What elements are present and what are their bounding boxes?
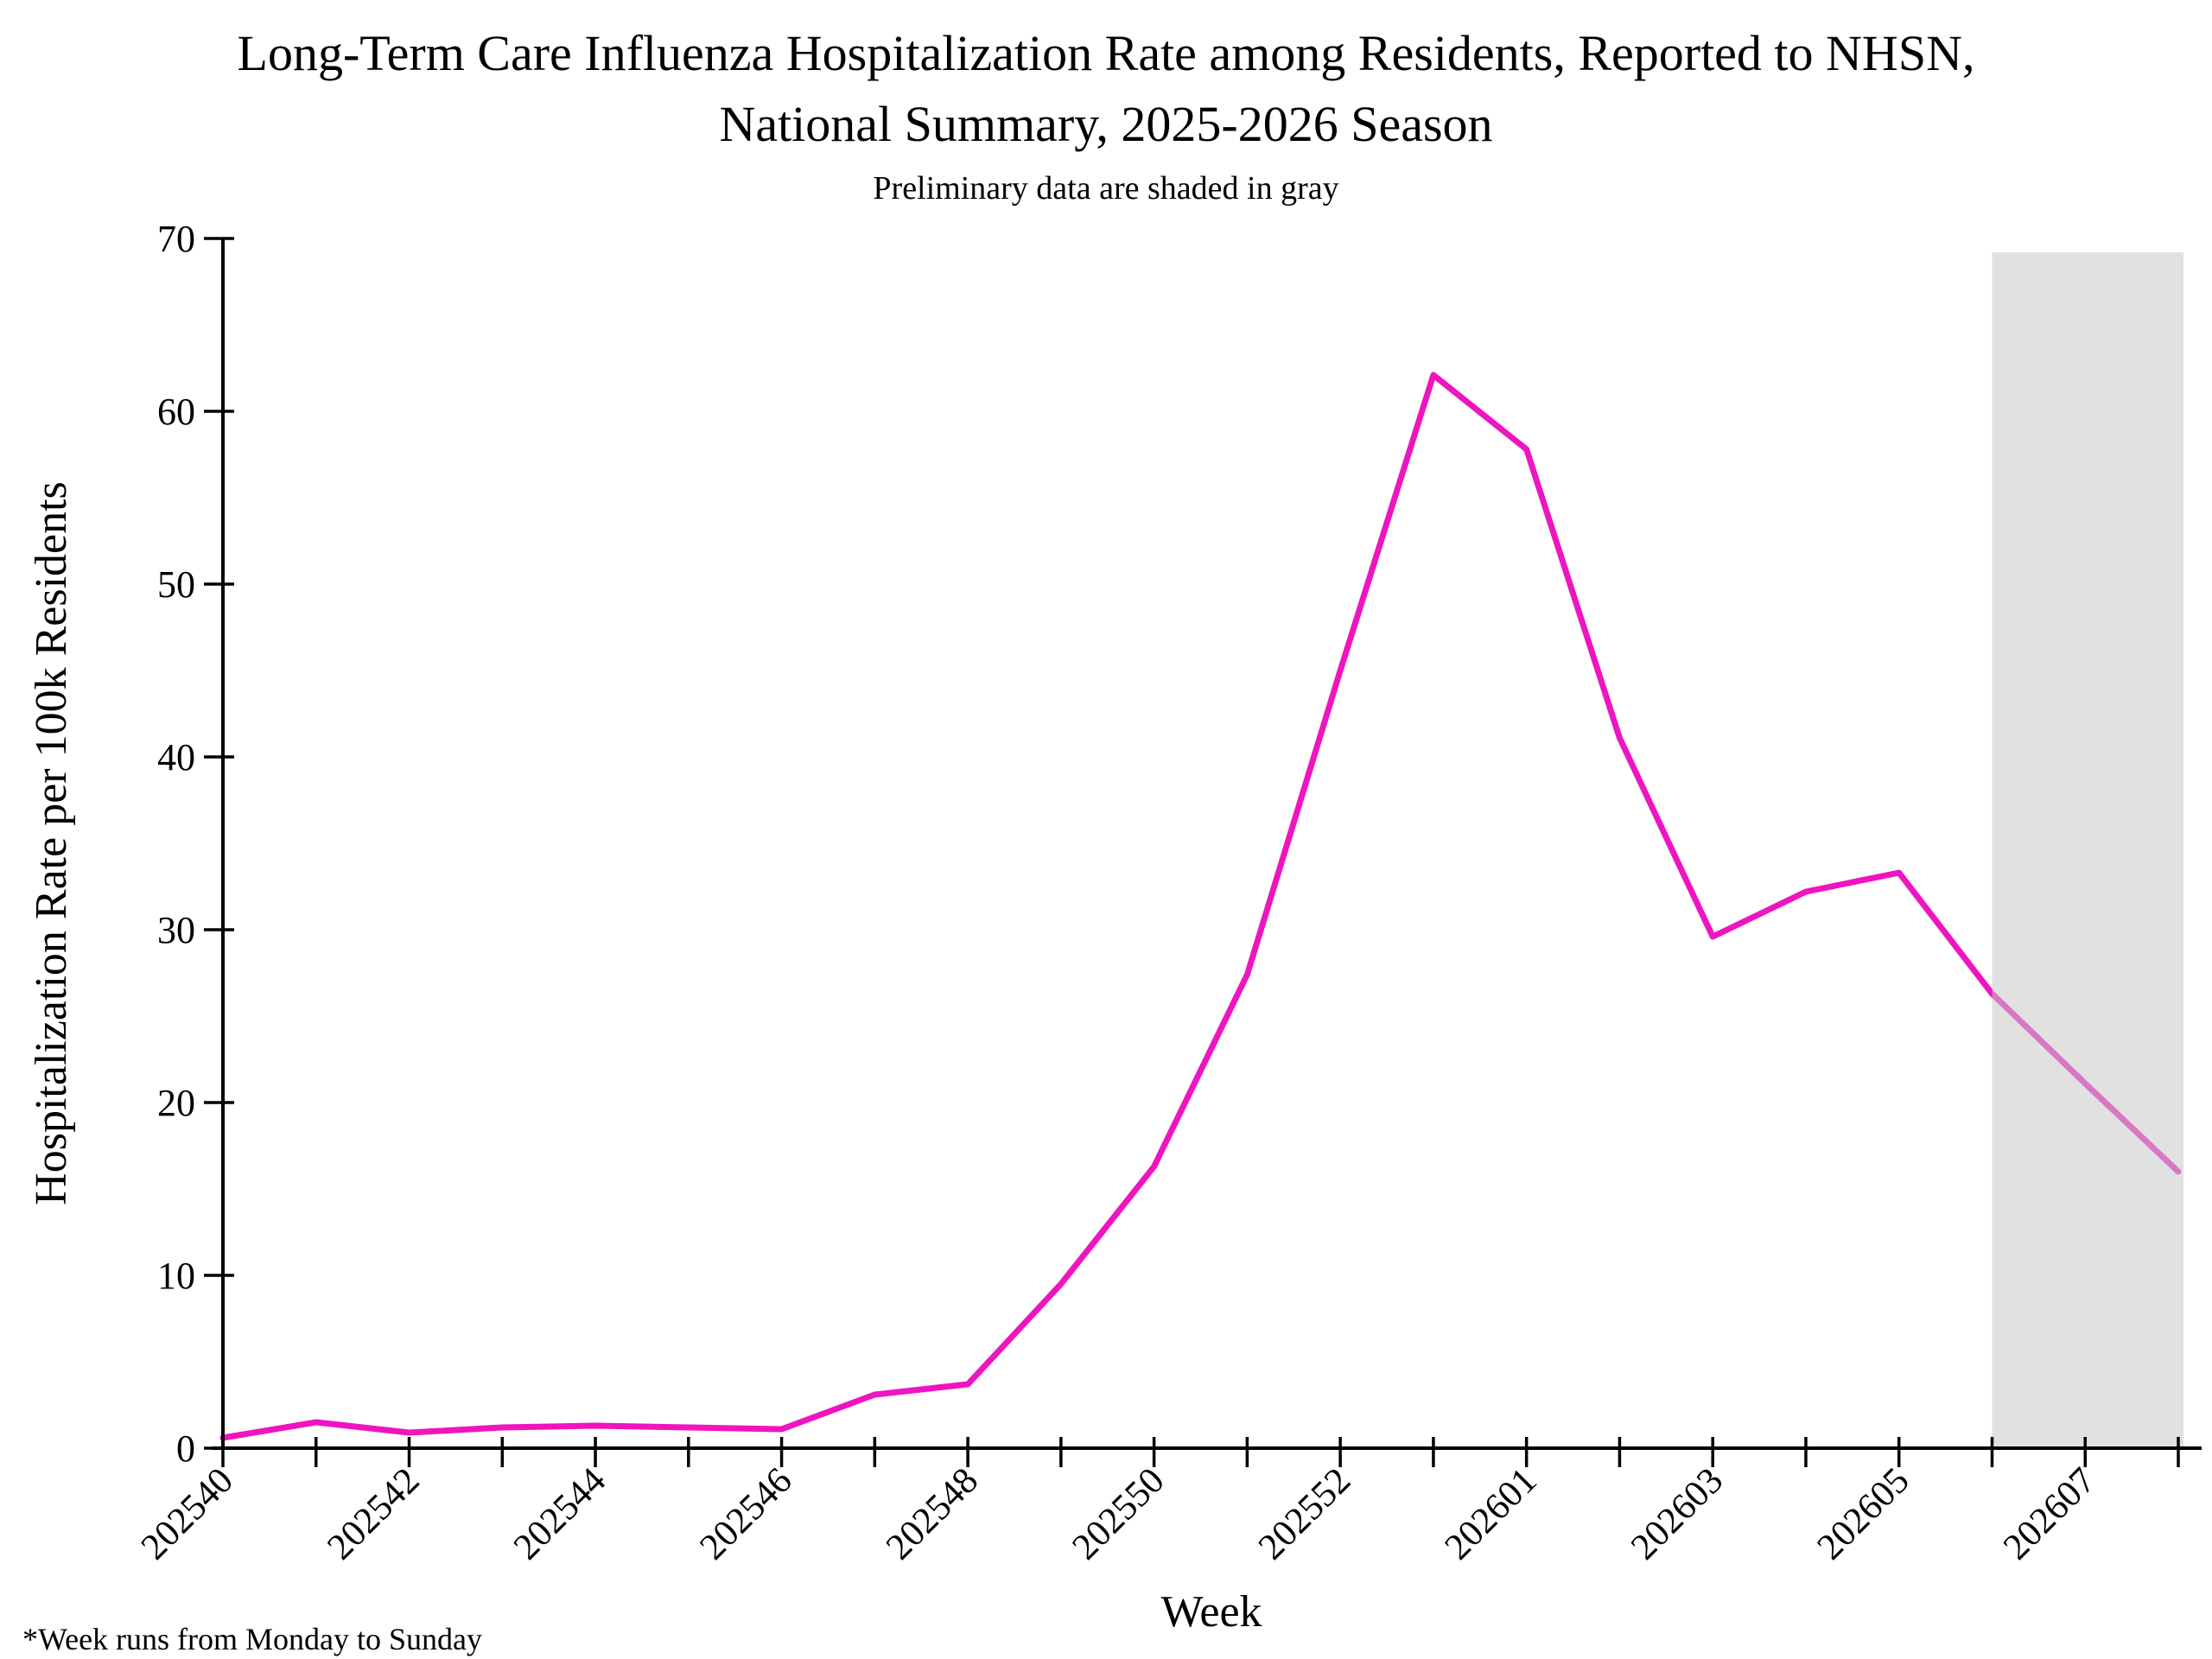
x-tick-label: 202603	[1624, 1460, 1731, 1567]
y-tick-label: 10	[157, 1255, 195, 1297]
x-tick-label: 202550	[1065, 1460, 1172, 1567]
x-tick-label: 202544	[506, 1460, 613, 1567]
chart-title-line2: National Summary, 2025-2026 Season	[719, 96, 1493, 152]
chart-title-line1: Long-Term Care Influenza Hospitalization…	[237, 25, 1975, 81]
chart-subtitle: Preliminary data are shaded in gray	[873, 170, 1339, 207]
y-tick-label: 30	[157, 909, 195, 951]
x-tick-label: 202542	[320, 1460, 427, 1567]
y-tick-label: 60	[157, 391, 195, 433]
chart-footnote: *Week runs from Monday to Sunday	[22, 1622, 483, 1656]
data-line	[219, 372, 2182, 1441]
x-tick-label: 202601	[1437, 1460, 1544, 1567]
x-tick-label: 202607	[1996, 1460, 2103, 1567]
preliminary-shaded-region	[1992, 252, 2183, 1448]
y-tick-label: 50	[157, 563, 195, 606]
y-tick-label: 0	[176, 1427, 195, 1470]
x-tick-label: 202546	[692, 1460, 799, 1567]
x-tick-label: 202552	[1251, 1460, 1358, 1567]
y-tick-label: 20	[157, 1082, 195, 1124]
x-tick-label: 202605	[1809, 1460, 1916, 1567]
x-tick-label: 202540	[134, 1460, 241, 1567]
x-axis-title: Week	[1160, 1587, 1262, 1637]
y-tick-label: 40	[157, 736, 195, 779]
x-tick-label: 202548	[879, 1460, 986, 1567]
y-tick-label: 70	[157, 218, 195, 260]
